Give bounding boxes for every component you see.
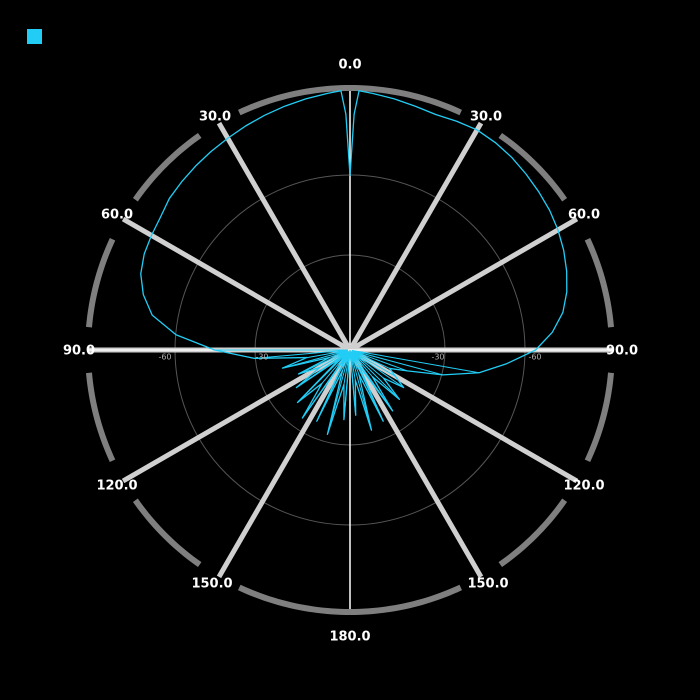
- radial-tick-0: -60: [158, 353, 171, 362]
- outer-ring-arc: [238, 584, 351, 615]
- angle-tick-5: 90.0: [63, 344, 95, 359]
- outer-ring-arc: [584, 238, 614, 328]
- outer-ring: [86, 84, 614, 615]
- outer-ring-arc: [132, 498, 202, 568]
- outer-ring-arc: [86, 238, 116, 328]
- spoke-300: [121, 216, 352, 353]
- radial-tick-labels: -60 -30 -30 -60: [158, 353, 541, 362]
- radial-tick-2: -30: [431, 353, 444, 362]
- angle-tick-7: 120.0: [96, 479, 137, 494]
- outer-ring-arc: [86, 372, 116, 462]
- outer-ring-arc: [132, 132, 202, 202]
- radial-tick-1: -30: [255, 353, 268, 362]
- spoke-210: [216, 348, 353, 579]
- outer-ring-arc: [238, 84, 462, 116]
- angle-tick-8: 120.0: [563, 479, 604, 494]
- outer-ring-arc: [584, 372, 614, 462]
- angle-tick-0: 0.0: [338, 58, 361, 73]
- series-1-swatch[interactable]: [27, 29, 42, 44]
- spoke-330: [216, 121, 353, 352]
- angle-tick-labels: 0.0 30.0 30.0 60.0 60.0 90.0 90.0 120.0 120.0 150…: [63, 58, 638, 645]
- angle-tick-4: 60.0: [568, 208, 600, 223]
- angular-spokes: [88, 88, 612, 612]
- outer-ring-arc: [498, 132, 568, 202]
- spoke-60: [348, 216, 579, 353]
- angle-tick-2: 30.0: [470, 110, 502, 125]
- series-nulls-1: [214, 349, 480, 435]
- spoke-240: [121, 347, 352, 484]
- angle-tick-10: 150.0: [467, 577, 508, 592]
- angle-tick-9: 150.0: [191, 577, 232, 592]
- data-trace-group: [140, 90, 568, 436]
- angle-tick-1: 30.0: [199, 110, 231, 125]
- angle-tick-11: 180.0: [329, 630, 370, 645]
- angle-tick-3: 60.0: [101, 208, 133, 223]
- outer-ring-arc: [349, 584, 462, 615]
- radial-tick-3: -60: [528, 353, 541, 362]
- series-trace-1: [140, 90, 568, 436]
- spoke-150: [347, 348, 484, 579]
- outer-ring-arc: [498, 498, 568, 568]
- spoke-30: [347, 121, 484, 352]
- angle-tick-6: 90.0: [606, 344, 638, 359]
